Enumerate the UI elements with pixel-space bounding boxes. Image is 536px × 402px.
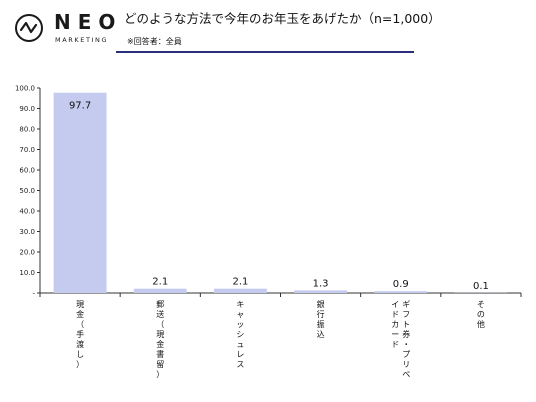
category-label-char: 金 xyxy=(76,309,84,319)
data-label: 1.3 xyxy=(313,278,329,289)
category-label-char: ） xyxy=(156,370,164,379)
category-label-char: 送 xyxy=(156,309,164,319)
y-tick-label: 40.0 xyxy=(19,208,35,216)
data-label: 0.9 xyxy=(393,279,409,290)
category-label-char: ャ xyxy=(236,310,244,319)
category-label-char: カ xyxy=(391,320,399,329)
page-subtitle: ※回答者：全員 xyxy=(127,37,182,46)
logo-mark xyxy=(15,14,43,42)
category-label-char: シ xyxy=(236,330,244,339)
category-label-char: ー xyxy=(391,330,399,339)
y-tick-label: 70.0 xyxy=(19,146,35,154)
category-label-char: イ xyxy=(391,300,399,309)
data-label: 97.7 xyxy=(69,101,91,112)
category-label-char: プ xyxy=(402,350,410,359)
y-tick-label: - xyxy=(32,290,35,298)
category-label-char: 現 xyxy=(156,330,164,339)
category-label-char: リ xyxy=(402,360,410,369)
bar xyxy=(213,288,267,293)
category-label-char: 銀 xyxy=(317,299,325,309)
category-label-char: 込 xyxy=(317,330,325,339)
category-label-char: ュ xyxy=(236,340,244,349)
y-tick-label: 80.0 xyxy=(19,126,35,134)
logo-tagline: MARKETING xyxy=(55,36,109,44)
header-rule xyxy=(116,51,414,53)
y-tick-label: 90.0 xyxy=(19,105,35,113)
category-label-char: 行 xyxy=(317,309,325,319)
category-label-char: ペ xyxy=(402,370,410,379)
category-label-char: の xyxy=(477,310,485,319)
category-label-char: 券 xyxy=(402,329,410,339)
y-tick-label: 20.0 xyxy=(19,249,35,257)
category-label-char: ） xyxy=(76,360,84,369)
category-label-char: 現 xyxy=(76,300,84,309)
category-label-char: レ xyxy=(236,350,244,359)
category-label-char: し xyxy=(76,350,84,359)
data-label: 0.1 xyxy=(473,281,489,292)
category-label-char: 留 xyxy=(156,359,164,369)
category-label-char: 振 xyxy=(317,319,325,329)
category-label-char: そ xyxy=(477,300,485,309)
category-label-char: 金 xyxy=(156,339,164,349)
y-tick-label: 10.0 xyxy=(19,269,35,277)
bar xyxy=(53,92,107,293)
bar xyxy=(374,291,428,293)
page-title: どのような方法で今年のお年玉をあげたか（n=1,000） xyxy=(124,11,441,26)
category-label: 現金（手渡し） xyxy=(76,300,84,369)
category-label-char: ッ xyxy=(236,320,244,329)
bar xyxy=(294,290,348,293)
category-label-char: ス xyxy=(236,360,244,369)
category-label-char: ・ xyxy=(402,340,410,349)
y-tick-label: 60.0 xyxy=(19,167,35,175)
data-label: 2.1 xyxy=(232,277,248,288)
data-label: 2.1 xyxy=(152,277,168,288)
y-tick-label: 30.0 xyxy=(19,228,35,236)
y-tick-label: 100.0 xyxy=(15,85,35,93)
category-label-char: 他 xyxy=(477,319,485,329)
category-label-char: 手 xyxy=(76,329,84,339)
category-label-char: （ xyxy=(76,320,84,329)
category-label-char: （ xyxy=(156,320,164,329)
y-tick-label: 50.0 xyxy=(19,187,35,195)
category-label-char: 郵 xyxy=(156,299,164,309)
category-label-char: キ xyxy=(236,300,244,309)
category-label-char: フ xyxy=(402,310,410,319)
category-label-char: ギ xyxy=(402,300,410,309)
category-label: その他 xyxy=(477,300,485,329)
category-label-char: 渡 xyxy=(76,339,84,349)
category-label-char: ド xyxy=(391,310,399,319)
category-label-char: 書 xyxy=(156,349,164,359)
category-label-char: ド xyxy=(391,340,399,349)
category-label-char: ト xyxy=(402,320,410,329)
bar xyxy=(133,288,187,293)
logo-wordmark: NEO xyxy=(54,10,123,34)
